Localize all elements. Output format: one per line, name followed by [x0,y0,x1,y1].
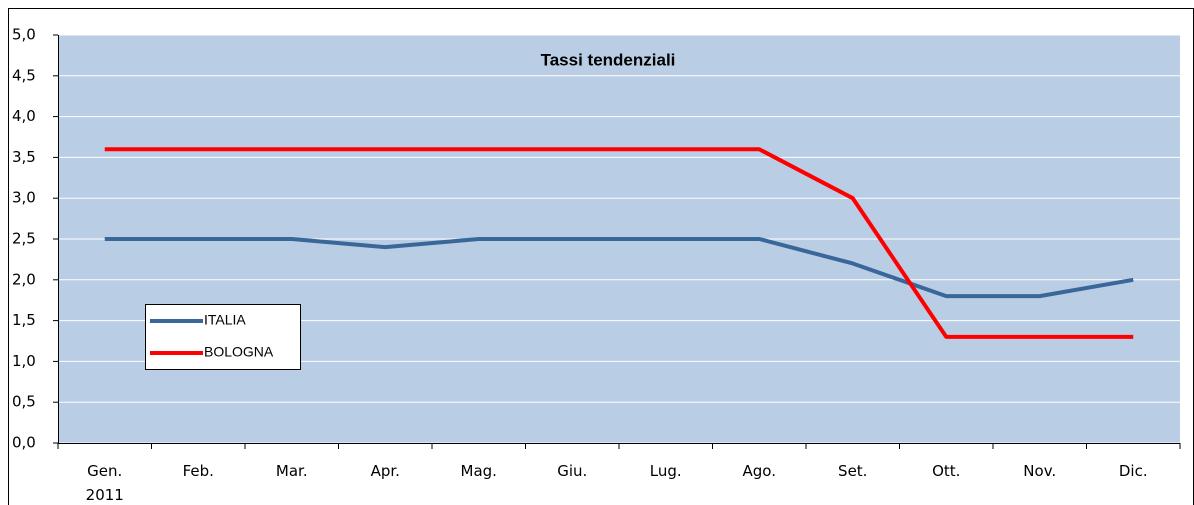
x-tick-label: Feb. [183,462,214,480]
y-tick-label: 0,0 [12,434,36,452]
y-tick-label: 2,5 [12,230,36,248]
x-tick-label: Ago. [743,462,776,480]
chart-title: Tassi tendenziali [541,50,676,69]
x-tick-label: Giu. [557,462,587,480]
x-tick-label: Nov. [1023,462,1056,480]
legend-label: BOLOGNA [204,344,274,360]
y-tick-label: 2,0 [12,270,36,288]
x-tick-label: Mag. [461,462,497,480]
y-tick-label: 3,0 [12,189,36,207]
y-tick-label: 5,0 [12,26,36,44]
legend-label: ITALIA [204,312,246,328]
legend-box [145,304,301,370]
y-tick-label: 1,0 [12,352,36,370]
x-tick-label: Mar. [276,462,308,480]
x-tick-label: Apr. [371,462,400,480]
x-tick-label: Set. [838,462,867,480]
y-tick-label: 3,5 [12,148,36,166]
x-tick-label: Gen. 2011 [86,462,124,504]
x-tick-label: Lug. [650,462,682,480]
y-tick-label: 1,5 [12,311,36,329]
series-line [104,147,1134,339]
y-tick-label: 4,0 [12,107,36,125]
x-tick-label: Dic. [1119,462,1148,480]
series-line [104,237,1134,299]
y-tick-label: 4,5 [12,66,36,84]
y-tick-label: 0,5 [12,393,36,411]
x-tick-label: Ott. [932,462,960,480]
